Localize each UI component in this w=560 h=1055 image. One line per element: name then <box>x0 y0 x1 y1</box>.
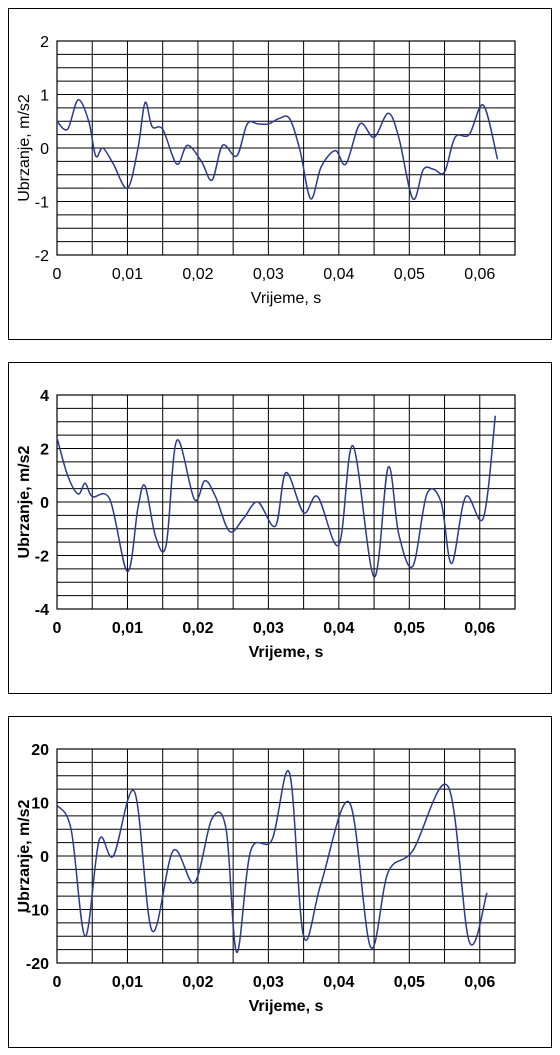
x-tick-label: 0 <box>53 620 62 637</box>
x-tick-label: 0,04 <box>323 974 354 991</box>
y-tick-label: 20 <box>31 742 49 759</box>
x-tick-label: 0,04 <box>323 620 354 637</box>
x-tick-label: 0,06 <box>464 974 495 991</box>
plot-area-frame <box>56 748 516 964</box>
acceleration-series-line <box>56 769 488 954</box>
x-tick-label: 0,05 <box>394 620 425 637</box>
plot-area-frame <box>56 40 516 256</box>
x-tick-label: 0,01 <box>112 974 143 991</box>
y-tick-label: -2 <box>35 248 49 265</box>
x-tick-label: 0,01 <box>112 620 143 637</box>
x-tick-label: 0,02 <box>182 266 213 283</box>
y-tick-label: -1 <box>35 195 49 212</box>
y-tick-label: 2 <box>40 442 49 459</box>
x-tick-label: 0,06 <box>464 266 495 283</box>
x-tick-label: 0,02 <box>182 974 213 991</box>
grid-lines <box>56 394 516 610</box>
grid-lines <box>56 748 516 964</box>
y-tick-label: 0 <box>40 849 49 866</box>
y-tick-label: -20 <box>26 956 49 973</box>
x-tick-label: 0,03 <box>253 266 284 283</box>
chart-panel-1: 2 1 0 -1 -2 0 0,01 0,02 0,03 0,04 0,05 0,06 Vrijeme,… <box>8 8 552 340</box>
y-tick-label: 1 <box>40 88 49 105</box>
x-tick-label: 0,04 <box>323 266 354 283</box>
y-tick-label: -10 <box>26 903 49 920</box>
x-tick-label: 0,03 <box>253 620 284 637</box>
y-tick-label: -2 <box>35 549 49 566</box>
acceleration-chart-1: 210-1-20 0,01 0,02 0,03 0,04 0,05 0,06Vrijeme,… <box>16 34 516 307</box>
chart-panel-2: 4 2 0 -2 -4 0 0,01 0,02 0,03 0,04 0,05 0,06 Vrijeme,… <box>8 362 552 694</box>
y-tick-label: 4 <box>40 388 49 405</box>
x-tick-label: 0,02 <box>182 620 213 637</box>
y-tick-label: -4 <box>35 602 49 619</box>
x-axis-title: Vrijeme, s <box>249 998 324 1015</box>
y-tick-label: 0 <box>40 495 49 512</box>
x-tick-label: 0,05 <box>394 974 425 991</box>
y-axis-title: Ubrzanje, m/s2 <box>16 94 33 202</box>
y-axis-title: Ubrzanje, m/s2 <box>16 799 33 912</box>
y-tick-label: 2 <box>40 34 49 51</box>
x-axis-title: Vrijeme, s <box>251 290 322 307</box>
x-tick-label: 0,01 <box>112 266 143 283</box>
y-tick-label: 0 <box>40 141 49 158</box>
x-tick-label: 0 <box>53 266 62 283</box>
x-axis-title: Vrijeme, s <box>249 644 324 661</box>
grid-lines <box>56 40 516 256</box>
acceleration-series-line <box>56 415 497 578</box>
y-axis-title: Ubrzanje, m/s2 <box>16 445 33 558</box>
y-tick-label: 10 <box>31 796 49 813</box>
chart-panel-3: 20 10 0 -10 -20 0 0,01 0,02 0,03 0,04 0,05 0,06 Vrij… <box>8 716 552 1048</box>
x-tick-label: 0,03 <box>253 974 284 991</box>
acceleration-chart-2: 420-2-40 0,01 0,02 0,03 0,04 0,05 0,06Vrijeme,… <box>16 388 516 661</box>
x-tick-label: 0 <box>53 974 62 991</box>
x-tick-label: 0,05 <box>394 266 425 283</box>
acceleration-series-line <box>56 99 499 201</box>
plot-area-frame <box>56 394 516 610</box>
x-tick-label: 0,06 <box>464 620 495 637</box>
